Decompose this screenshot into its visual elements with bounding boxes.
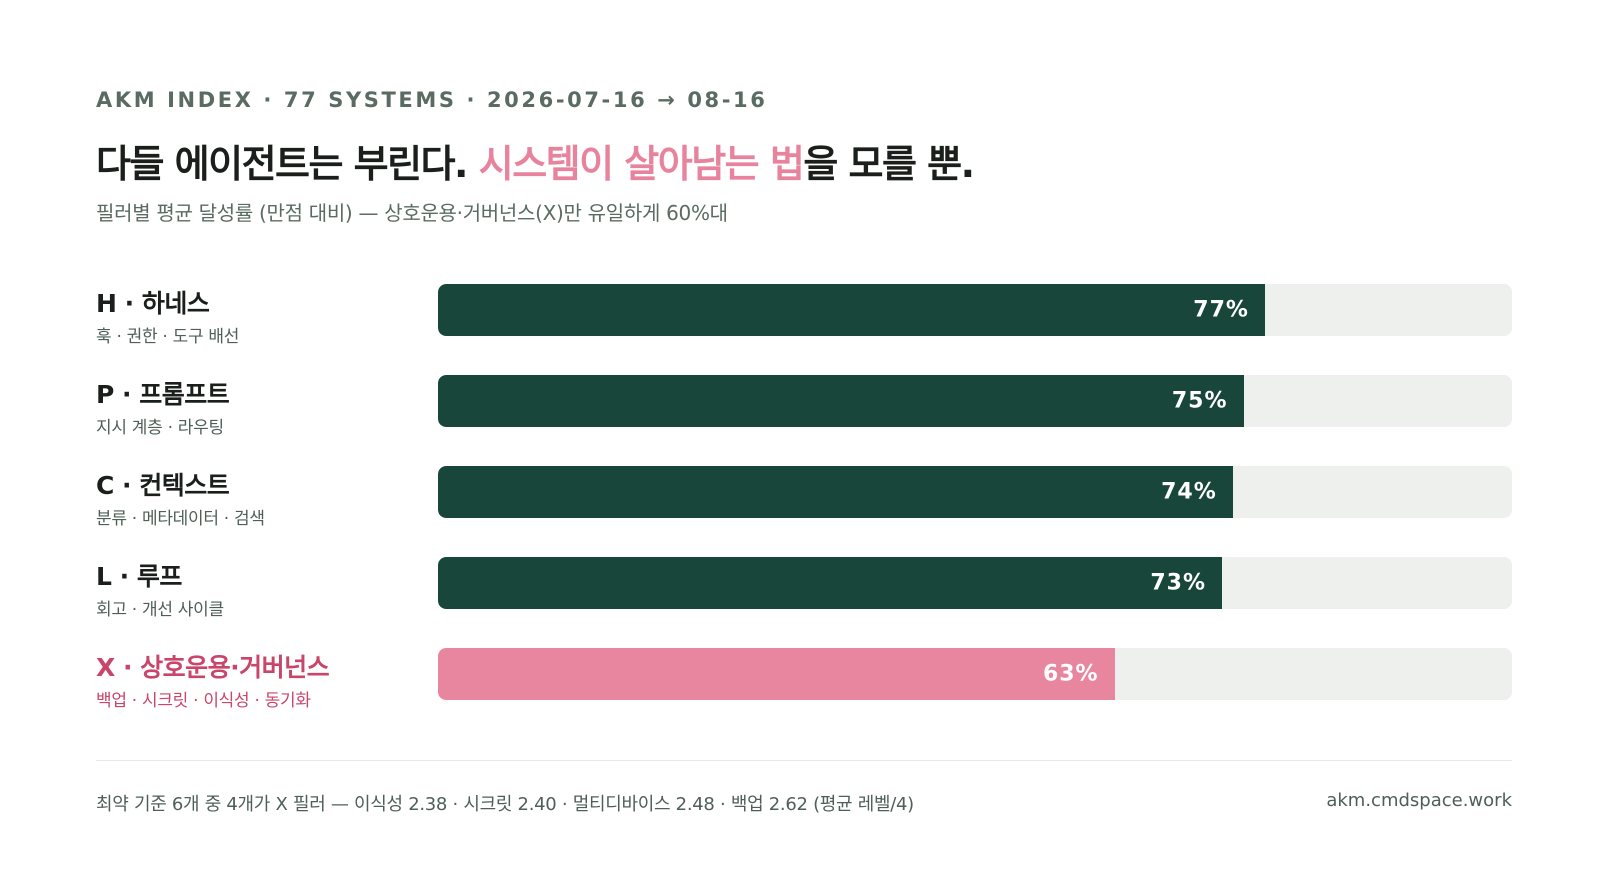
bar-track: 63%: [438, 648, 1512, 700]
bar-track: 77%: [438, 284, 1512, 336]
footnote: 최약 기준 6개 중 4개가 X 필러 — 이식성 2.38 · 시크릿 2.4…: [96, 794, 914, 815]
bar-value-label: 63%: [1042, 661, 1099, 687]
category-label: C · 컨텍스트: [96, 471, 230, 500]
title-part-1: 다들 에이전트는 부린다.: [96, 142, 479, 186]
bar: 74%: [438, 466, 1233, 518]
title-highlight: 시스템이 살아남는 법: [478, 142, 805, 186]
bar: 63%: [438, 648, 1115, 700]
category-label: X · 상호운용·거버넌스: [96, 653, 330, 682]
bar: 75%: [438, 375, 1244, 427]
category-label: P · 프롬프트: [96, 380, 230, 409]
category-description: 지시 계층 · 라우팅: [96, 418, 224, 438]
bar-value-label: 75%: [1171, 388, 1228, 414]
bar-track: 75%: [438, 375, 1512, 427]
chart-title: 다들 에이전트는 부린다. 시스템이 살아남는 법을 모를 뿐.: [96, 133, 975, 188]
category-description: 훅 · 권한 · 도구 배선: [96, 327, 240, 347]
chart-subtitle: 필러별 평균 달성률 (만점 대비) — 상호운용·거버넌스(X)만 유일하게 …: [96, 201, 728, 225]
footer-divider: [96, 760, 1512, 761]
bar-value-label: 74%: [1161, 479, 1217, 505]
bar-track: 73%: [438, 557, 1512, 609]
bar: 77%: [438, 284, 1265, 336]
bar: 73%: [438, 557, 1223, 609]
category-label: L · 루프: [96, 562, 182, 591]
site-url: akm.cmdspace.work: [1326, 790, 1512, 811]
bar-value-label: 77%: [1193, 297, 1249, 323]
category-description: 분류 · 메타데이터 · 검색: [96, 509, 265, 529]
title-part-2: 을 모를 뿐.: [803, 142, 975, 186]
category-description: 백업 · 시크릿 · 이식성 · 동기화: [96, 691, 311, 711]
category-description: 회고 · 개선 사이클: [96, 600, 224, 620]
chart-kicker: AKM INDEX · 77 SYSTEMS · 2026-07-16 → 08…: [96, 88, 768, 112]
bar-value-label: 73%: [1150, 570, 1207, 596]
bar-track: 74%: [438, 466, 1512, 518]
category-label: H · 하네스: [96, 289, 210, 318]
